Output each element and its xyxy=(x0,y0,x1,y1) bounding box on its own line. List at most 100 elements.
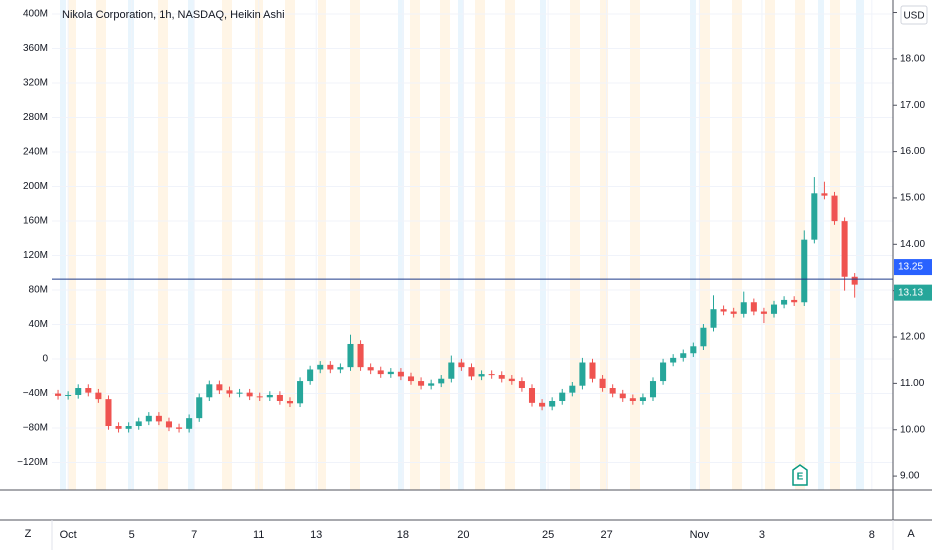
candle-body xyxy=(115,426,122,429)
candle-body xyxy=(670,357,677,363)
session-band xyxy=(410,0,420,490)
candle-body xyxy=(55,393,62,396)
session-band xyxy=(222,0,232,490)
x-tick-label: Nov xyxy=(690,529,710,541)
candle-body xyxy=(95,392,102,400)
zoom-button[interactable]: Z xyxy=(25,528,32,540)
x-tick-label: Oct xyxy=(60,529,77,541)
currency-label[interactable]: USD xyxy=(903,11,924,22)
candle-body xyxy=(508,378,515,382)
candle-body xyxy=(690,346,697,354)
candle-body xyxy=(720,309,727,312)
candle-body xyxy=(165,421,172,428)
session-band xyxy=(830,0,840,490)
y-tick-label: 14.00 xyxy=(900,239,925,250)
candle-body xyxy=(397,371,404,377)
candle-body xyxy=(629,398,636,401)
earnings-icon xyxy=(792,464,808,486)
y2-tick-label: 120M xyxy=(23,250,48,261)
y2-tick-label: 80M xyxy=(29,285,48,296)
y-tick-label: 17.00 xyxy=(900,100,925,111)
y-tick-label: 9.00 xyxy=(900,471,920,482)
y-tick-label: 11.00 xyxy=(900,378,925,389)
y-tick-label: 12.00 xyxy=(900,332,925,343)
x-tick-label: 25 xyxy=(542,529,554,541)
candle-body xyxy=(438,378,445,384)
candle-body xyxy=(579,362,586,386)
candle-body xyxy=(407,376,415,382)
candle-body xyxy=(206,384,213,398)
candle-body xyxy=(186,418,193,429)
y2-tick-label: −120M xyxy=(17,457,48,468)
candle-body xyxy=(418,381,425,386)
session-band xyxy=(765,0,775,490)
session-band xyxy=(600,0,608,490)
currency-badge[interactable] xyxy=(900,5,928,25)
candles xyxy=(55,177,858,433)
candle-body xyxy=(700,327,707,347)
candle-body xyxy=(196,397,203,419)
session-band xyxy=(68,0,76,490)
candle-body xyxy=(821,193,828,196)
candle-body xyxy=(569,385,576,393)
candle-body xyxy=(337,367,344,370)
candle-body xyxy=(770,304,778,314)
candle-body xyxy=(216,384,223,391)
candle-body xyxy=(498,375,505,379)
candle-body xyxy=(730,311,737,314)
y2-tick-label: 280M xyxy=(23,112,48,123)
candle-body xyxy=(276,394,283,401)
x-tick-label: 27 xyxy=(600,529,612,541)
candle-body xyxy=(367,367,374,371)
candle-body xyxy=(307,369,314,382)
candle-body xyxy=(660,362,667,382)
y2-tick-label: 400M xyxy=(23,9,48,20)
candle-body xyxy=(559,392,566,401)
candle-body xyxy=(851,276,858,285)
x-tick-label: 11 xyxy=(253,529,264,541)
y-tick-label: 15.00 xyxy=(900,193,925,204)
candle-body xyxy=(710,309,717,328)
candle-body xyxy=(528,388,536,403)
session-band xyxy=(505,0,515,490)
y-tick-label: 18.00 xyxy=(900,54,925,65)
earnings-label: E xyxy=(797,472,804,483)
candle-body xyxy=(236,392,243,394)
candle-body xyxy=(811,193,818,240)
candle-body xyxy=(125,426,132,429)
x-tick-label: 13 xyxy=(310,529,322,541)
session-band xyxy=(690,0,696,490)
session-band xyxy=(318,0,326,490)
session-band xyxy=(350,0,360,490)
y2-tick-label: 0 xyxy=(42,354,48,365)
candle-body xyxy=(589,362,596,379)
y2-tick-label: 240M xyxy=(23,147,48,158)
y2-tick-label: 360M xyxy=(23,43,48,54)
session-band xyxy=(60,0,66,490)
session-band xyxy=(630,0,640,490)
session-band xyxy=(285,0,295,490)
y2-tick-label: 40M xyxy=(29,319,48,330)
chart-title: Nikola Corporation, 1h, NASDAQ, Heikin A… xyxy=(62,9,285,21)
session-band xyxy=(475,0,485,490)
session-band xyxy=(540,0,546,490)
candle-body xyxy=(448,362,455,379)
y-tick-label: 16.00 xyxy=(900,146,925,157)
session-band xyxy=(732,0,742,490)
x-tick-label: 7 xyxy=(191,529,197,541)
session-band xyxy=(96,0,106,490)
candle-body xyxy=(468,367,475,377)
y2-tick-label: 200M xyxy=(23,181,48,192)
candle-body xyxy=(740,302,747,314)
candle-body xyxy=(831,195,838,222)
auto-button[interactable]: A xyxy=(907,528,915,540)
candle-body xyxy=(297,381,304,404)
session-band xyxy=(440,0,450,490)
candle-body xyxy=(65,394,72,396)
candle-body xyxy=(377,370,384,375)
candle-body xyxy=(478,374,485,377)
candle-body xyxy=(791,299,798,303)
session-band xyxy=(128,0,134,490)
